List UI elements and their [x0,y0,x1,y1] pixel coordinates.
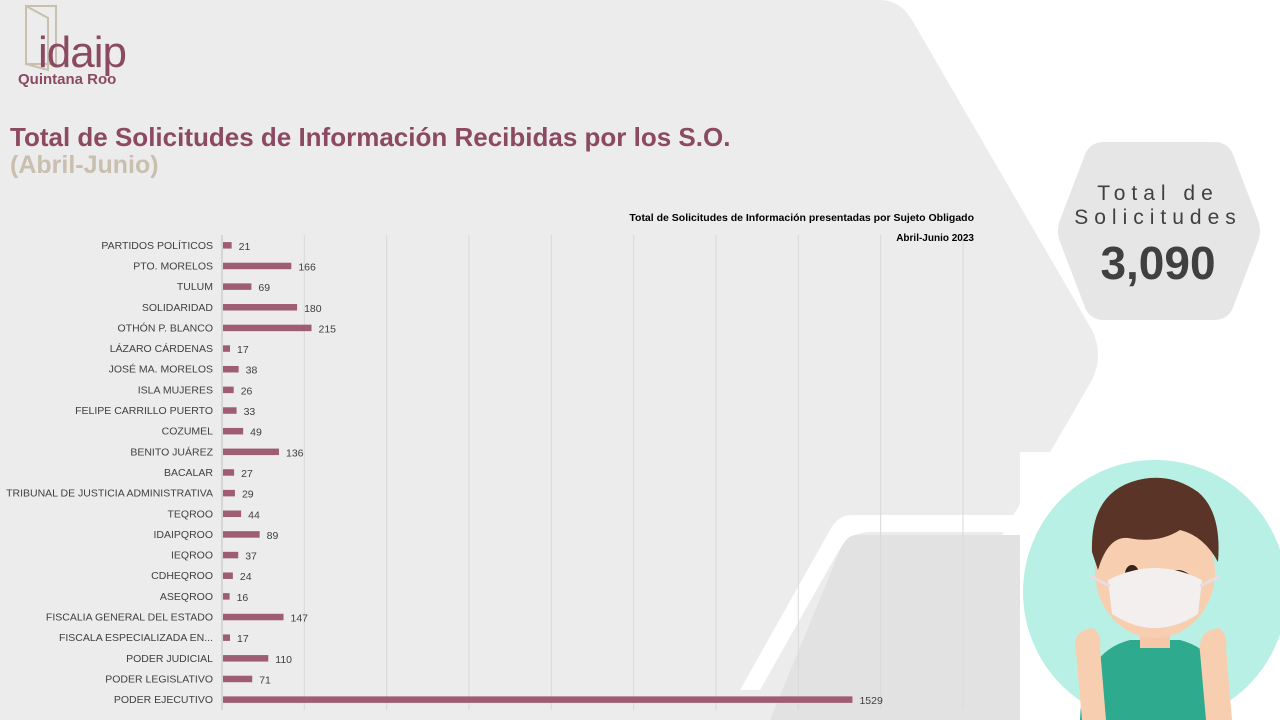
category-label: FISCALIA GENERAL DEL ESTADO [46,612,213,624]
bar [223,469,235,476]
category-label: PTO. MORELOS [133,260,213,272]
data-label: 26 [241,385,253,397]
data-label: 21 [239,241,251,253]
data-label: 89 [267,530,279,542]
data-label: 110 [275,654,292,666]
chart-title: Total de Solicitudes de Información pres… [629,212,974,224]
bar [223,365,239,373]
total-label-line1: Total de [1097,182,1219,205]
category-label: BENITO JUÁREZ [130,445,213,458]
bar [223,696,853,703]
bar-chart: PARTIDOS POLÍTICOS 21 PTO. MORELOS 166 TULUM… [6,235,964,710]
category-label: LÁZARO CÁRDENAS [110,342,213,355]
bar [223,572,233,579]
data-label: 180 [304,303,322,315]
bar [223,551,239,559]
bar [223,262,292,270]
category-label: TEQROO [167,508,213,520]
data-label: 147 [291,613,309,625]
category-label: TRIBUNAL DE JUSTICIA ADMINISTRATIVA [6,488,213,500]
data-label: 29 [242,489,254,501]
category-label: FISCALA ESPECIALIZADA EN... [59,632,213,644]
category-label: FELIPE CARRILLO PUERTO [75,405,213,417]
data-label: 166 [298,261,316,273]
category-label: OTHÓN P. BLANCO [118,321,214,334]
bar [223,675,253,683]
page-subtitle: (Abril-Junio) [10,151,159,179]
bar [223,242,232,249]
bar [223,655,269,662]
data-label: 38 [246,365,258,377]
data-label: 37 [245,551,257,563]
data-label: 27 [241,468,253,480]
category-label: SOLIDARIDAD [142,302,214,314]
bar [223,407,237,414]
bar [223,304,298,311]
category-label: BACALAR [164,467,213,479]
bar [223,593,230,600]
category-label: PODER LEGISLATIVO [105,673,213,685]
category-label: IEQROO [171,550,213,562]
category-label: ASEQROO [160,591,213,603]
data-label: 136 [286,447,304,459]
bar [223,531,260,538]
page-title: Total de Solicitudes de Información Reci… [10,122,731,152]
data-label: 33 [244,406,256,418]
masked-person-thumbs-up-icon [1020,452,1280,720]
total-value: 3,090 [1100,237,1216,289]
category-label: COZUMEL [162,426,213,438]
bar [223,427,244,435]
category-label: ISLA MUJERES [138,384,213,396]
data-label: 17 [237,344,249,356]
bar [223,613,284,621]
data-label: 69 [258,282,270,294]
data-label: 24 [240,571,252,583]
bar [223,489,235,497]
bar [223,634,230,641]
category-label: TULUM [177,281,213,293]
category-label: CDHEQROO [151,570,213,582]
total-hexagon [1058,142,1260,320]
category-label: PODER JUDICIAL [126,653,213,665]
data-label: 49 [250,427,262,439]
category-label: IDAIPQROO [153,529,213,541]
chart-subtitle: Abril-Junio 2023 [896,233,974,244]
total-label: Total de Solicitudes [1060,182,1256,230]
data-label: 71 [259,674,271,686]
bar [223,345,230,352]
category-label: JOSÉ MA. MORELOS [109,363,213,376]
data-label: 16 [237,592,249,604]
data-label: 215 [319,323,337,335]
bar [223,448,279,456]
logo-door-icon [25,4,57,72]
data-label: 44 [248,509,260,521]
category-label: PARTIDOS POLÍTICOS [101,239,213,252]
bar [223,510,242,518]
total-label-line2: Solicitudes [1074,206,1242,229]
data-label: 1529 [859,695,883,707]
data-label: 17 [237,633,249,645]
bar [223,386,234,394]
category-label: PODER EJECUTIVO [114,694,213,706]
bar [223,324,312,332]
bar [223,283,252,290]
logo-wordmark: idaip [38,28,127,77]
logo-subtitle: Quintana Roo [18,71,117,88]
